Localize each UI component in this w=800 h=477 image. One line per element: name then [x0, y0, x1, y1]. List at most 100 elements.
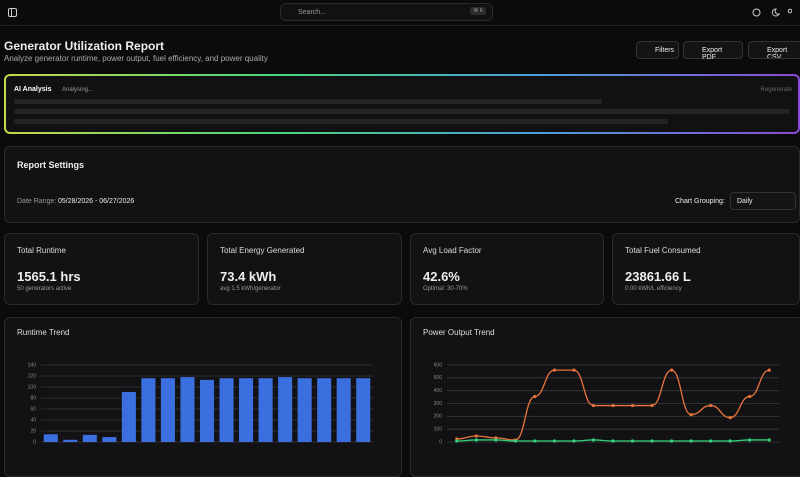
page: Search... ⌘ K Generator Utilization Repo…: [0, 3, 800, 477]
card-title: Total Energy Generated: [220, 246, 305, 255]
ai-panel: AI Analysis Analysing... Regenerate: [4, 74, 800, 134]
point: [650, 439, 654, 443]
power-panel: Power Output Trend 0 100 200 300 400 500 600: [410, 317, 800, 477]
y-tick-label: 20: [30, 428, 36, 434]
point: [767, 438, 771, 442]
point: [689, 439, 693, 443]
stat-card: Total Fuel Consumed 23861.66 L 0.00 kWh/L …: [612, 233, 800, 305]
y-tick-label: 300: [434, 401, 443, 407]
card-value: 1565.1 hrs: [17, 269, 81, 284]
card-note: avg 1.5 kWh/generator: [220, 286, 281, 292]
point: [630, 439, 635, 443]
y-tick-label: 140: [28, 362, 37, 368]
search-placeholder: Search...: [298, 9, 327, 16]
point: [650, 403, 654, 408]
point: [591, 403, 596, 408]
sidebar-toggle[interactable]: [8, 8, 17, 17]
ai-status: Analysing...: [62, 87, 94, 93]
point: [552, 439, 557, 443]
export-csv-button[interactable]: Export CSV: [748, 41, 800, 59]
point: [455, 439, 459, 443]
y-tick-label: 100: [28, 384, 37, 390]
point: [494, 438, 498, 442]
search-box[interactable]: Search... ⌘ K: [280, 3, 493, 21]
grouping-label: Chart Grouping:: [675, 198, 725, 205]
bar: [317, 378, 332, 442]
bar: [258, 378, 273, 442]
bar: [82, 434, 97, 442]
point: [689, 413, 693, 417]
bar: [63, 439, 78, 442]
settings-title: Report Settings: [17, 160, 85, 170]
y-tick-label: 60: [30, 406, 36, 412]
y-tick-label: 40: [30, 417, 36, 423]
skeleton: [14, 99, 602, 104]
y-tick-label: 600: [434, 362, 443, 368]
header-icons[interactable]: [752, 8, 792, 17]
stat-card: Avg Load Factor 42.6% Optimal: 30-70%: [410, 233, 604, 305]
point: [533, 394, 537, 399]
filters-button[interactable]: Filters: [636, 41, 679, 59]
point: [767, 368, 771, 372]
point: [572, 439, 576, 443]
bar: [180, 377, 195, 442]
bar: [199, 379, 215, 442]
skeleton: [14, 119, 668, 124]
card-note: Optimal: 30-70%: [423, 286, 468, 292]
y-tick-label: 120: [28, 373, 37, 379]
runtime-panel: Runtime Trend 0 20 40 60 80 100 120 140: [4, 317, 402, 477]
point: [728, 416, 732, 420]
y-tick-label: 0: [439, 439, 442, 445]
bar: [239, 378, 254, 442]
export-pdf-button[interactable]: Export PDF: [683, 41, 743, 61]
runtime-chart: 0 20 40 60 80 100 120 140: [28, 362, 373, 445]
point: [533, 439, 537, 443]
shortcut: ⌘ K: [470, 7, 486, 15]
y-tick-label: 200: [434, 414, 443, 420]
report-settings: Report Settings Date Range: 05/28/2026 -…: [4, 146, 800, 223]
page-subtitle: Analyze generator runtime, power output,…: [4, 54, 268, 63]
date-range: 05/28/2026 - 06/27/2026: [58, 198, 135, 205]
card-value: 73.4 kWh: [220, 269, 277, 284]
point: [474, 438, 478, 442]
regenerate[interactable]: Regenerate: [760, 87, 792, 93]
point: [669, 439, 674, 443]
bar: [43, 434, 58, 442]
point: [669, 368, 674, 372]
grouping-select[interactable]: Daily: [730, 192, 796, 210]
point: [748, 394, 752, 399]
bar: [297, 378, 312, 442]
point: [552, 368, 557, 372]
point: [611, 403, 615, 408]
card-title: Total Runtime: [17, 246, 66, 255]
card-value: 42.6%: [423, 269, 460, 284]
page-title: Generator Utilization Report: [4, 39, 165, 53]
chart-title: Power Output Trend: [423, 328, 495, 337]
point: [748, 438, 752, 442]
point: [513, 439, 517, 443]
card-title: Avg Load Factor: [423, 246, 482, 255]
bar: [356, 378, 371, 442]
point: [630, 403, 635, 408]
chart-title: Runtime Trend: [17, 328, 70, 337]
y-tick-label: 100: [434, 426, 443, 432]
point: [611, 439, 615, 443]
y-tick-label: 500: [434, 375, 443, 381]
card-value: 23861.66 L: [625, 269, 691, 284]
y-tick-label: 0: [33, 439, 36, 445]
card-title: Total Fuel Consumed: [625, 246, 701, 255]
skeleton: [14, 109, 790, 114]
bar: [102, 437, 117, 442]
point: [728, 439, 732, 443]
power-chart: 0 100 200 300 400 500 600: [434, 362, 779, 445]
point: [709, 403, 713, 408]
bar: [160, 378, 175, 442]
point: [591, 438, 596, 442]
bar: [336, 378, 351, 442]
date-label: Date Range:: [17, 198, 57, 205]
y-tick-label: 400: [434, 388, 443, 394]
stat-card: Total Energy Generated 73.4 kWh avg 1.5 kW…: [207, 233, 402, 305]
stat-card: Total Runtime 1565.1 hrs 50 generators act…: [4, 233, 199, 305]
bar: [219, 378, 234, 442]
bar: [141, 378, 156, 442]
